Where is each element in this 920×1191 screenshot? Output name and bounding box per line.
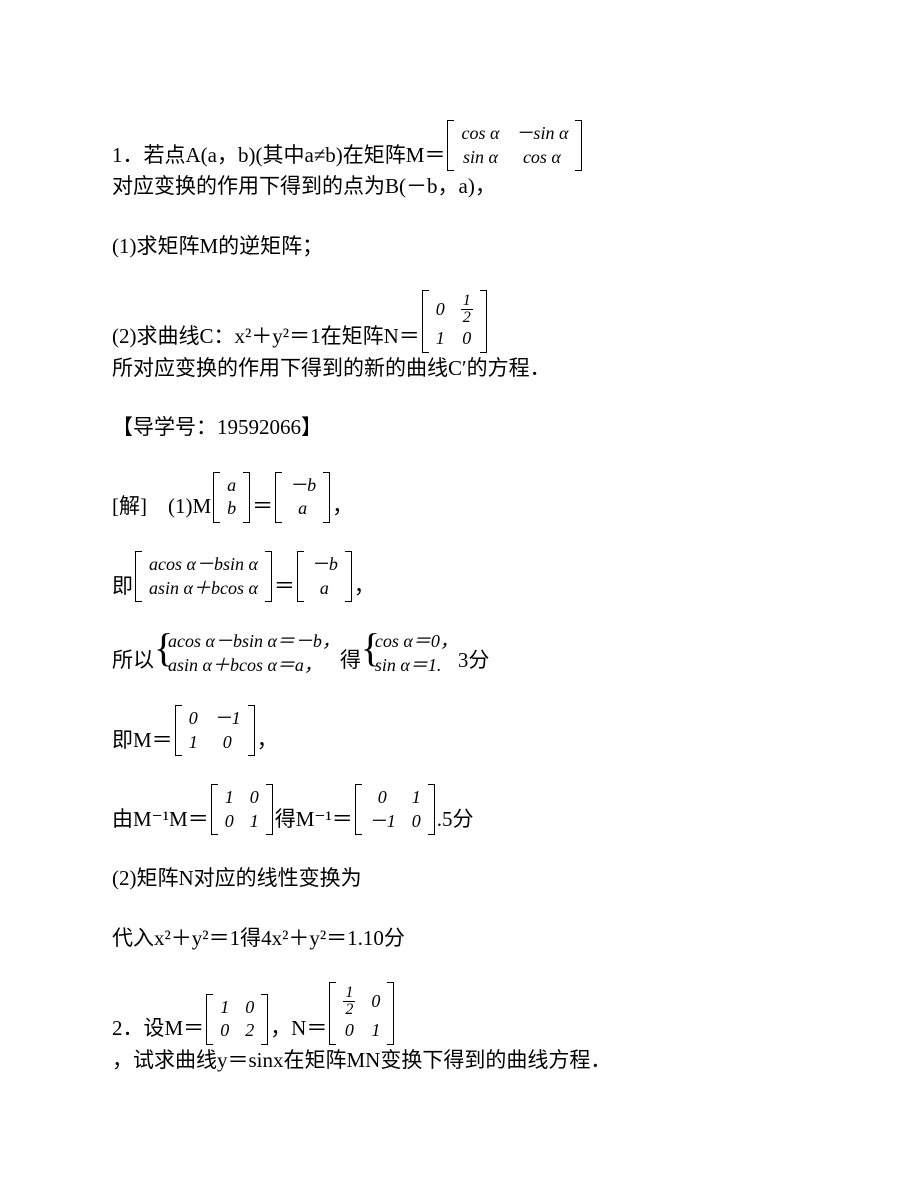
sol5-m1: 10 01 xyxy=(211,784,273,835)
sol5-m2: 01 －10 xyxy=(355,784,435,835)
sol2-lead: 即 xyxy=(112,571,133,603)
p1-prefix: 1．若点A(a，b)(其中a≠b)在矩阵M＝ xyxy=(112,140,445,172)
p1-suffix: 对应变换的作用下得到的点为B(－b，a)， xyxy=(112,171,496,203)
q2-tail: ，试求曲线y＝sinx在矩阵MN变换下得到的曲线方程． xyxy=(112,1045,611,1077)
q2-m2: 120 01 xyxy=(329,982,394,1045)
sol2-m2: －ba xyxy=(297,551,352,602)
sol5-tail: .5分 xyxy=(437,804,474,836)
p1-matrix-M: cos α－sin α sin αcos α xyxy=(447,120,582,171)
sol1-lead: [解] (1)M xyxy=(112,491,211,523)
sol5-mid: 得M⁻¹＝ xyxy=(275,804,353,836)
problem-1-statement: 1．若点A(a，b)(其中a≠b)在矩阵M＝ cos α－sin α sin α… xyxy=(70,120,850,203)
problem-1-part2: (2)求曲线C：x²＋y²＝1在矩阵N＝ 012 10 所对应变换的作用下得到的… xyxy=(70,290,850,384)
solution-step-3: 所以 { acos α－bsin α＝－b， asin α＋bcos α＝a， … xyxy=(70,630,850,677)
sol4-tail: ， xyxy=(257,725,278,757)
q2-m1: 10 02 xyxy=(206,994,268,1045)
p3-suffix: 所对应变换的作用下得到的新的曲线C′的方程． xyxy=(112,353,551,385)
sol1-tail: ， xyxy=(332,491,353,523)
sol3-sys1: { acos α－bsin α＝－b， asin α＋bcos α＝a， xyxy=(154,630,340,677)
p3-prefix: (2)求曲线C：x²＋y²＝1在矩阵N＝ xyxy=(112,321,420,353)
problem-2-statement: 2．设M＝ 10 02 ，N＝ 120 01 ，试求曲线y＝sinx在矩阵MN变… xyxy=(70,982,850,1076)
solution-step-5: 由M⁻¹M＝ 10 01 得M⁻¹＝ 01 －10 .5分 xyxy=(70,784,850,835)
sol3-tail: 3分 xyxy=(458,645,490,677)
solution-step-4: 即M＝ 0－1 10 ， xyxy=(70,705,850,756)
sol3-lead: 所以 xyxy=(112,645,154,677)
sol2-m1: acos α－bsin αasin α＋bcos α xyxy=(135,551,272,602)
solution-part2-intro: (2)矩阵N对应的线性变换为 xyxy=(70,863,850,895)
sol2-tail: ， xyxy=(354,571,375,603)
sol5-lead: 由M⁻¹M＝ xyxy=(112,804,209,836)
q2-lead: 2．设M＝ xyxy=(112,1013,204,1045)
solution-step-2: 即 acos α－bsin αasin α＋bcos α ＝ －ba ， xyxy=(70,551,850,602)
sol1-eq: ＝ xyxy=(252,491,273,523)
sol3-mid: 得 xyxy=(340,645,361,677)
solution-part2-result: 代入x²＋y²＝1得4x²＋y²＝1.10分 xyxy=(70,923,850,955)
guide-number: 【导学号：19592066】 xyxy=(70,412,850,444)
p3-matrix-N: 012 10 xyxy=(422,290,487,353)
solution-step-1: [解] (1)M ab ＝ －ba ， xyxy=(70,472,850,523)
q2-mid: ，N＝ xyxy=(270,1013,327,1045)
problem-1-part1: (1)求矩阵M的逆矩阵； xyxy=(70,231,850,263)
sol3-sys2: { cos α＝0， sin α＝1. xyxy=(361,630,458,677)
sol4-m: 0－1 10 xyxy=(175,705,255,756)
sol1-m1: ab xyxy=(213,472,250,523)
sol1-m2: －ba xyxy=(275,472,330,523)
sol2-eq: ＝ xyxy=(274,571,295,603)
sol4-lead: 即M＝ xyxy=(112,725,173,757)
